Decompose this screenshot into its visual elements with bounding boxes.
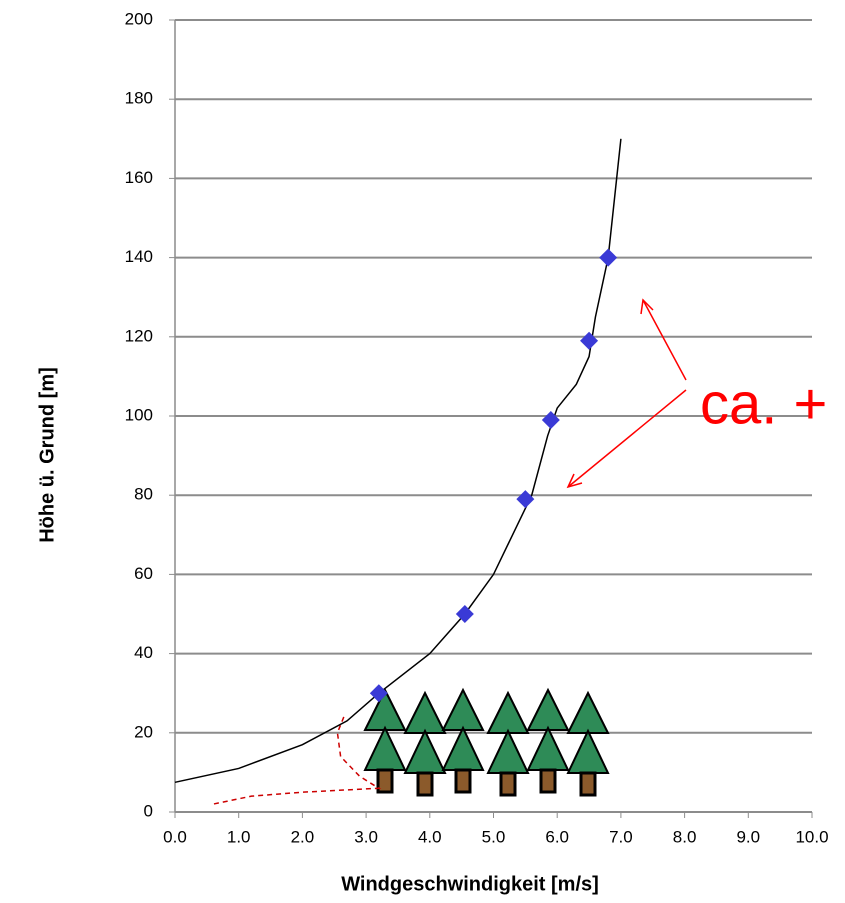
y-tick-label: 80: [134, 485, 153, 504]
x-tick-label: 3.0: [354, 827, 378, 846]
annotation: ca. +: [700, 371, 827, 436]
data-point: [599, 248, 618, 267]
tree-column: [441, 687, 485, 794]
y-axis-label: Höhe ü. Grund [m]: [36, 367, 58, 543]
x-tick-label: 7.0: [609, 827, 633, 846]
trees: [363, 687, 610, 797]
y-tick-label: 100: [125, 405, 153, 424]
y-tick-label: 160: [125, 168, 153, 187]
x-tick-label: 9.0: [736, 827, 760, 846]
profile-curve: [174, 138, 622, 784]
tree-column: [566, 690, 610, 797]
x-axis-label: Windgeschwindigkeit [m/s]: [341, 873, 599, 895]
y-tick-label: 40: [134, 643, 153, 662]
x-tick-label: 4.0: [418, 827, 442, 846]
x-tick-label: 0.0: [163, 827, 187, 846]
y-tick-label: 200: [125, 9, 153, 28]
x-tick-label: 5.0: [482, 827, 506, 846]
x-tick-label: 2.0: [291, 827, 315, 846]
x-tick-label: 8.0: [673, 827, 697, 846]
tree-column: [526, 687, 570, 794]
x-tick-label: 1.0: [227, 827, 251, 846]
y-tick-label: 140: [125, 247, 153, 266]
y-tick-label: 180: [125, 89, 153, 108]
y-tick-label: 20: [134, 722, 153, 741]
x-tick-label: 10.0: [795, 827, 828, 846]
data-point: [580, 331, 599, 350]
y-tick-label: 120: [125, 326, 153, 345]
data-point: [369, 684, 388, 703]
tree-column: [363, 687, 407, 794]
data-point: [516, 490, 535, 509]
tree-column: [403, 690, 447, 797]
arrows: [566, 298, 687, 489]
data-point: [455, 605, 474, 623]
y-tick-label: 60: [134, 564, 153, 583]
forest-curve: [213, 716, 382, 805]
y-tick-label: 0: [144, 801, 153, 820]
tree-column: [486, 690, 530, 797]
data-point: [541, 410, 560, 429]
x-tick-label: 6.0: [545, 827, 569, 846]
